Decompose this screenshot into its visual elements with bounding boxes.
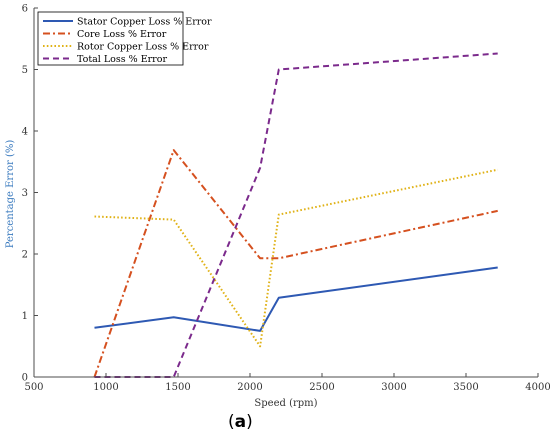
x-axis-title: Speed (rpm) — [254, 398, 317, 409]
y-tick-label: 1 — [22, 311, 28, 322]
series-line-1 — [94, 266, 498, 332]
series-line-2 — [93, 149, 498, 378]
y-tick-label: 6 — [22, 4, 28, 15]
legend-label-4: Total Loss % Error — [77, 54, 167, 65]
x-tick-label: 1000 — [93, 382, 118, 393]
x-tick-label: 3000 — [381, 382, 406, 393]
y-tick-label: 5 — [22, 65, 28, 76]
x-tick-label: 4000 — [525, 382, 550, 393]
figure-label-close: ) — [246, 412, 253, 432]
figure-label-letter: a — [234, 412, 247, 432]
legend-label-2: Core Loss % Error — [77, 29, 167, 40]
x-tick-label: 3500 — [453, 382, 478, 393]
x-tick-label: 2500 — [309, 382, 334, 393]
figure-label-open: ( — [228, 412, 235, 432]
x-tick-label: 1500 — [165, 382, 190, 393]
y-tick-label: 4 — [22, 127, 28, 138]
y-tick-label: 3 — [22, 188, 28, 199]
series-line-3 — [94, 168, 498, 348]
axes-layer: 500 1000 1500 2000 2500 3000 3500 4000 0 1 2 3 4 5 6 — [22, 4, 550, 394]
x-tick-label: 2000 — [237, 382, 262, 393]
y-tick-label: 2 — [22, 250, 28, 261]
legend-label-3: Rotor Copper Loss % Error — [77, 41, 209, 52]
y-tick-label: 0 — [22, 373, 28, 384]
y-axis-title: Percentage Error (%) — [5, 140, 16, 249]
legend-label-1: Stator Copper Loss % Error — [77, 16, 212, 27]
legend: Stator Copper Loss % Error Core Loss % Er… — [37, 11, 212, 66]
figure-label: (a) — [228, 412, 253, 432]
x-tick-label: 500 — [24, 382, 43, 393]
